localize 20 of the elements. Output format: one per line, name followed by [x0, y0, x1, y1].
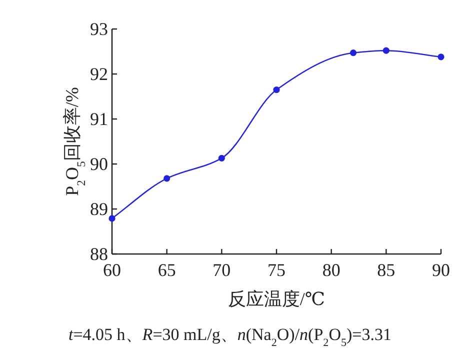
x-tick-label: 75: [268, 260, 286, 280]
x-tick-label: 65: [158, 260, 176, 280]
x-tick-label: 90: [432, 260, 450, 280]
x-tick-label: 85: [377, 260, 396, 280]
text: t=4.05 h、R=30 mL/g、n(Na$_{2}$O)/n(P$_{2}$O$_{5}$)=3.31: [68, 325, 392, 349]
point: [273, 86, 280, 94]
point: [108, 215, 116, 222]
x-tick-label: 80: [322, 260, 340, 280]
x-axis-title: 反应温度/℃: [228, 289, 326, 309]
y-tick-label: 91: [90, 109, 108, 129]
y-tick-label: 89: [90, 199, 108, 219]
point: [164, 175, 170, 182]
x-tick-label: 70: [212, 260, 231, 280]
point: [350, 50, 357, 56]
point: [218, 154, 225, 162]
y-tick-label: 92: [90, 64, 108, 84]
point: [382, 47, 390, 54]
point: [438, 54, 444, 60]
y-tick-label: 93: [90, 19, 108, 39]
y-tick-label: 90: [90, 154, 108, 174]
